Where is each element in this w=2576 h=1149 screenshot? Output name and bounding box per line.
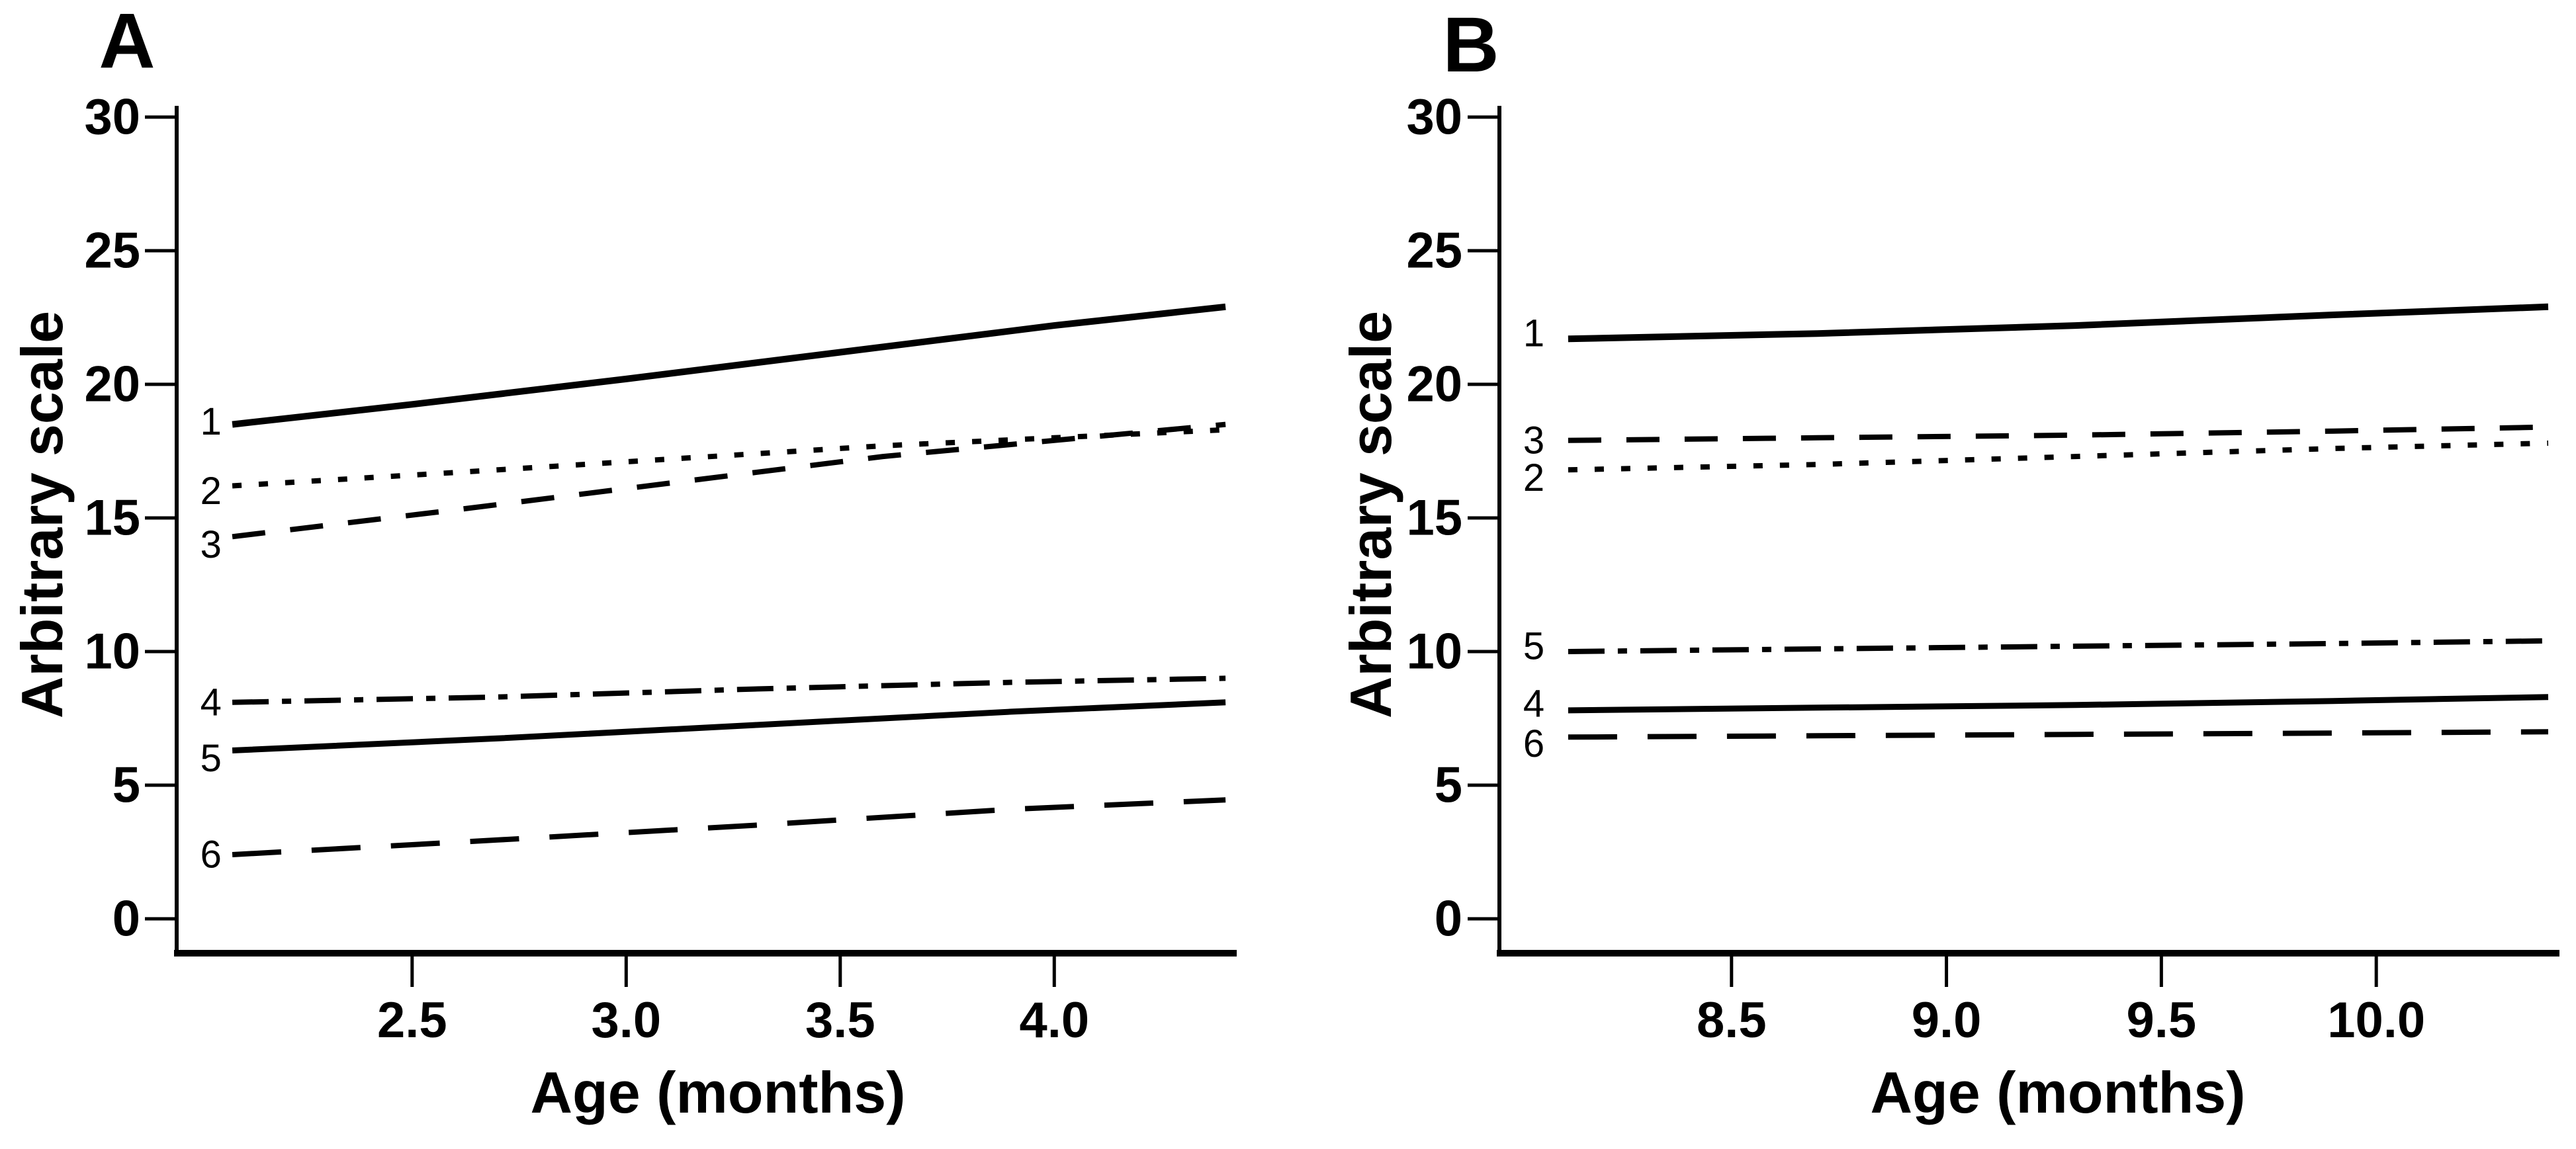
y-tick-label: 20 [1406,357,1462,413]
panel-B-series-2-line [1568,440,2549,473]
y-tick-label: 10 [1406,624,1462,680]
panel-A-series-3-line [232,421,1226,540]
panel-B-series-3-line [1568,424,2549,443]
panel-B-series-1-label: 1 [1523,312,1544,355]
y-tick-label: 15 [1406,490,1462,546]
panel-B-series-1-line [1568,303,2549,343]
panel-B-series-6-label: 6 [1523,722,1544,765]
panel-A-series-3-label: 3 [200,523,222,566]
x-tick-label: 2.5 [377,992,447,1048]
panel-A-series-2-label: 2 [200,470,222,513]
y-tick-label: 25 [84,223,140,279]
y-tick-label: 10 [84,624,140,680]
x-tick-label: 10.0 [2327,992,2425,1048]
panel-B-series-2-label: 2 [1523,456,1544,499]
panel-A-series-1-line [232,303,1226,428]
panel-B-series-4-line [1568,694,2549,714]
panel-B-series-6-line [1568,729,2549,740]
x-tick-label: 4.0 [1019,992,1089,1048]
panel-A-series-2-line [232,427,1226,489]
panel-B-series-5-label: 5 [1523,624,1544,667]
panel-A-series-5-line [232,699,1226,753]
panel-A-series-1-label: 1 [200,400,222,443]
x-tick-label: 8.5 [1697,992,1767,1048]
panel-A-series-6-line [232,797,1226,857]
x-tick-label: 3.0 [591,992,661,1048]
x-tick-label: 3.5 [805,992,875,1048]
y-tick-label: 20 [84,357,140,413]
y-tick-label: 5 [112,757,140,814]
panel-A-series-6-label: 6 [200,833,222,876]
y-tick-label: 25 [1406,223,1462,279]
x-tick-label: 9.0 [1912,992,1982,1048]
x-tick-label: 9.5 [2127,992,2197,1048]
panel-A-series-4-line [232,675,1226,705]
panel-A-plot: 30 25 20 15 10 5 0 2.5 3.0 3.5 4.0 1 2 3 4 5 6 [84,89,1237,1048]
panel-b-x-axis-title: Age (months) [1870,1060,2246,1125]
panel-B-series-4-label: 4 [1523,682,1544,725]
y-tick-label: 0 [1435,891,1462,947]
panel-b-title: B [1443,1,1499,89]
panel-B-series-3-label: 3 [1523,419,1544,462]
panel-B-series-5-line [1568,638,2549,654]
panel-a-x-axis-title: Age (months) [530,1060,906,1125]
y-tick-label: 5 [1435,757,1462,814]
panel-A-series-5-label: 5 [200,737,222,780]
panel-A-series-4-label: 4 [200,681,222,724]
y-tick-label: 30 [1406,89,1462,146]
panel-a-title: A [99,0,155,85]
y-tick-label: 30 [84,89,140,146]
y-tick-label: 0 [112,891,140,947]
y-tick-label: 15 [84,490,140,546]
